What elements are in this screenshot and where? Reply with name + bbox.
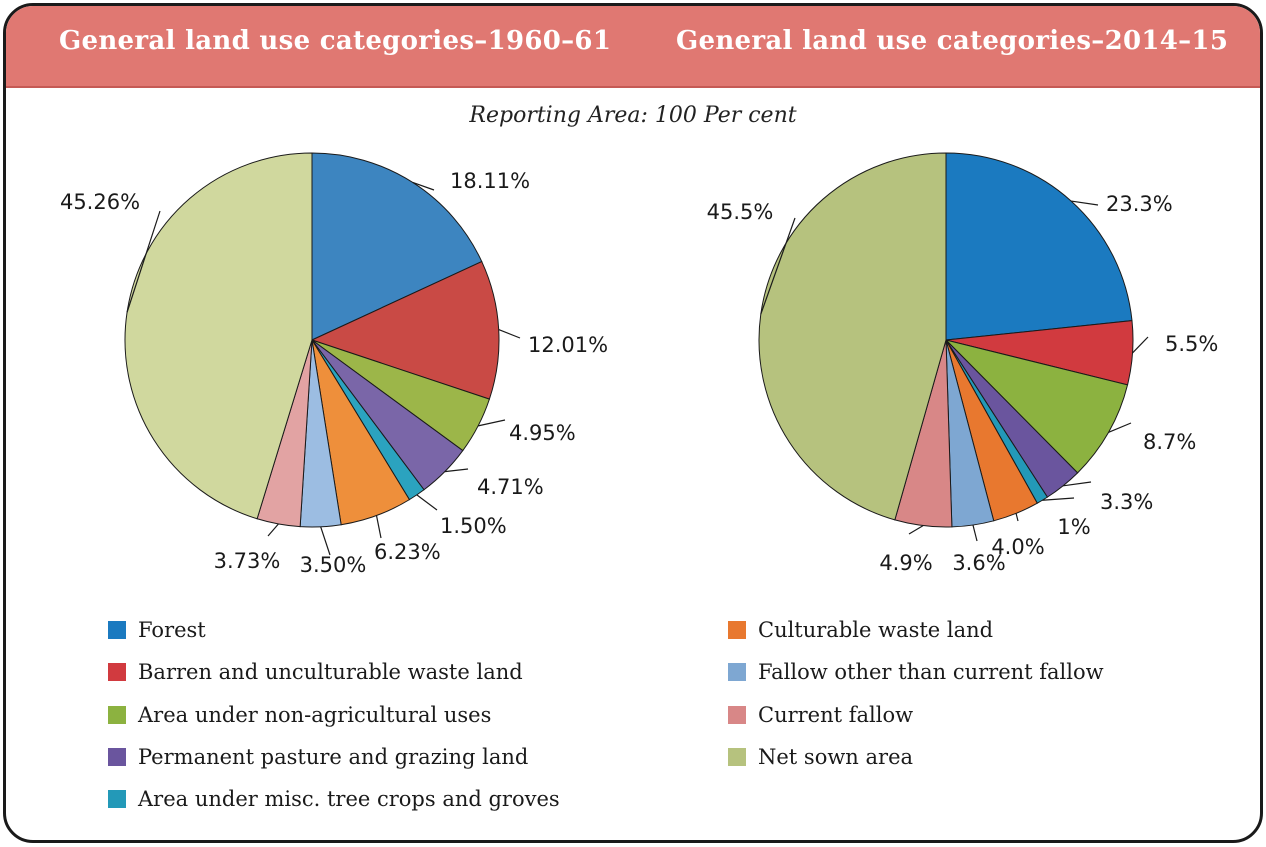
legend-item-permanent-pasture-and-grazing-land: Permanent pasture and grazing land [108,745,528,769]
pie-1960-slice-barren-and-unculturable-waste-land [310,260,500,400]
legend-label: Forest [138,618,206,642]
legend-item-fallow-other-than-current-fallow: Fallow other than current fallow [728,660,1104,684]
pie-2014-15: 23.3% 5.5% 8.7% 3.3% 1% 4.0%3.6% 4.9% 45.5% [707,152,1218,575]
legend-label: Area under misc. tree crops and groves [138,787,560,811]
pie-1960-label-culturable-waste-land: 6.23% [374,540,441,564]
pie-2014-leader-barren-and-unculturable-waste-land [1132,336,1149,354]
pie-2014-slice-net-sown-area [758,152,947,521]
pie-1960-label-current-fallow: 3.73% [214,549,281,573]
legend-item-culturable-waste-land: Culturable waste land [728,618,993,642]
legend-item-current-fallow: Current fallow [728,703,913,727]
pie-2014-leader-permanent-pasture-and-grazing-land [1063,481,1092,487]
pie-2014-label-current-fallow: 4.9% [879,551,932,575]
legend-swatch [108,663,126,681]
pie-2014-label-culturable-waste-land: 4.0% [991,535,1044,559]
legend-label: Barren and unculturable waste land [138,660,523,684]
pie-2014-label-barren-and-unculturable-waste-land: 5.5% [1165,332,1218,356]
legend-item-forest: Forest [108,618,206,642]
legend-swatch [108,706,126,724]
pie-1960-leader-area-under-non-agricultural-uses [477,419,506,427]
pie-2014-label-area-under-non-agricultural-uses: 8.7% [1143,430,1196,454]
pie-1960-label-area-under-misc-tree-crops-and-groves: 1.50% [440,514,507,538]
pie-2014-label-forest: 23.3% [1106,192,1173,216]
pie-1960-61: 18.11% 12.01% 4.95% 4.71% 1.50%6.23% 3.50% 3.7… [60,152,608,577]
pie-2014-label-area-under-misc-tree-crops-and-groves: 1% [1057,515,1090,539]
pie-2014-leader-current-fallow [908,525,924,535]
pie-1960-leader-culturable-waste-land [375,515,382,539]
pie-1960-leader-net-sown-area [126,210,161,313]
left-chart-title: General land use categories–1960–61 [59,26,612,56]
legend-swatch [108,790,126,808]
legend-swatch [108,621,126,639]
legend-item-area-under-non-agricultural-uses: Area under non-agricultural uses [108,703,491,727]
pie-1960-label-barren-and-unculturable-waste-land: 12.01% [528,333,608,357]
pie-2014-label-net-sown-area: 45.5% [707,200,774,224]
pie-1960-leader-permanent-pasture-and-grazing-land [444,468,469,473]
pie-1960-label-fallow-other-than-current-fallow: 3.50% [300,553,367,577]
pie-2014-leader-net-sown-area [760,217,796,315]
legend-item-barren-and-unculturable-waste-land: Barren and unculturable waste land [108,660,523,684]
legend-item-area-under-misc-tree-crops-and-groves: Area under misc. tree crops and groves [108,787,560,811]
pie-2014-leader-area-under-non-agricultural-uses [1108,422,1132,433]
pie-1960-label-permanent-pasture-and-grazing-land: 4.71% [477,475,544,499]
right-chart-title: General land use categories–2014–15 [676,26,1229,56]
legend-label: Fallow other than current fallow [758,660,1104,684]
legend-label: Net sown area [758,745,914,769]
pie-2014-leader-fallow-other-than-current-fallow [972,524,978,542]
pie-1960-leader-area-under-misc-tree-crops-and-groves [416,494,438,511]
legend-swatch [728,706,746,724]
pie-1960-label-net-sown-area: 45.26% [60,190,140,214]
pie-2014-leader-forest [1071,200,1099,206]
legend-label: Culturable waste land [758,618,994,642]
chart-subtitle: Reporting Area: 100 Per cent [469,103,797,128]
pie-2014-slice-area-under-non-agricultural-uses [944,339,1129,474]
legend-label: Area under non-agricultural uses [138,703,492,727]
pie-2014-label-permanent-pasture-and-grazing-land: 3.3% [1100,490,1153,514]
pie-1960-label-area-under-non-agricultural-uses: 4.95% [509,421,576,445]
legend-item-net-sown-area: Net sown area [728,745,913,769]
legend-swatch [728,663,746,681]
legend-label: Current fallow [758,703,914,727]
pie-1960-leader-current-fallow [267,523,279,537]
pie-2014-label-fallow-other-than-current-fallow: 3.6% [952,551,1005,575]
legend-swatch [728,748,746,766]
pie-1960-slice-forest [311,152,483,341]
pie-2014-leader-area-under-misc-tree-crops-and-groves [1042,497,1075,501]
header-band: General land use categories–1960–61 Gene… [6,6,1260,88]
legend-swatch [108,748,126,766]
pie-1960-label-forest: 18.11% [450,169,530,193]
pie-2014-slice-forest [945,152,1133,341]
pie-1960-leader-forest [412,181,435,191]
pie-1960-leader-barren-and-unculturable-waste-land [498,329,521,339]
legend-swatch [728,621,746,639]
legend-label: Permanent pasture and grazing land [138,745,529,769]
pie-2014-leader-culturable-waste-land [1015,513,1019,522]
pie-1960-leader-fallow-other-than-current-fallow [320,526,331,556]
